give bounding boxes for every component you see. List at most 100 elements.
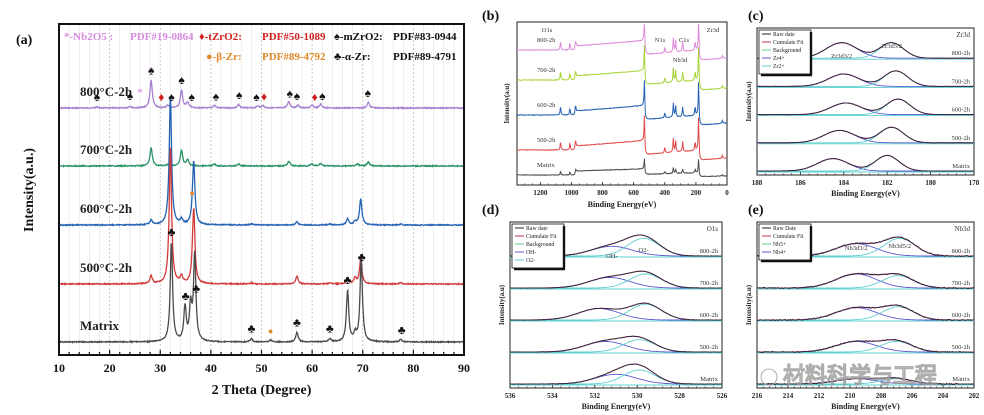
series-label: 800-2h (952, 50, 971, 57)
x-tick-label: 400 (660, 189, 671, 197)
y-axis-label: Intensity(a.u) (745, 284, 753, 325)
phase-marker: ● (268, 326, 273, 336)
corner-label: Zr3d (956, 31, 970, 39)
raw-curve (509, 270, 723, 289)
series-label: 600°C-2h (80, 201, 133, 216)
legend-pdf: PDF#19-0864 (130, 31, 194, 43)
panel-e: 800-2h 700-2h 600-2h 500-2h Matrix Raw Date Cu… (745, 221, 980, 411)
peak-annotation: Zr3d3/2 (831, 53, 852, 60)
x-tick-label: 70 (357, 361, 369, 375)
series-line (58, 96, 465, 228)
legend-label: Cumulate Fit (773, 234, 804, 240)
legend-label: Raw date (526, 226, 548, 232)
series-label: 800-2h (537, 37, 556, 44)
legend-box (758, 29, 812, 75)
phase-marker: ♠ (94, 90, 101, 104)
legend-label: ♠-mZrO2: (334, 31, 383, 43)
legend-label: Cumulate Fit (526, 234, 557, 240)
phase-marker: * (137, 85, 143, 99)
raw-curve (756, 154, 974, 172)
series-label: 700°C-2h (80, 142, 133, 157)
legend: *-Nb2O5 : PDF#19-0864 ♦-tZrO2: PDF#50-1089 ♠… (64, 31, 457, 63)
series-line (58, 147, 465, 168)
legend-pdf: PDF#83-0944 (393, 31, 457, 43)
x-tick-label: 178 (969, 179, 980, 187)
series-label: 500-2h (537, 137, 556, 144)
legend-label: OH- (526, 250, 536, 256)
peak-annotation: C1s (679, 37, 690, 44)
panel-d: 800-2h 700-2h 600-2h 500-2h Matrix Raw date Cu… (498, 221, 728, 411)
legend-label: *-Nb2O5 : (64, 31, 113, 43)
peak-annotation: Zr3d5/2 (881, 43, 902, 50)
legend-label: Cumulate Fit (773, 40, 804, 46)
phase-marker: ♣ (192, 282, 200, 296)
x-tick-label: 530 (632, 392, 643, 400)
series-line (516, 158, 728, 178)
phase-marker: ♠ (253, 90, 260, 104)
phase-marker: ♠ (319, 89, 326, 103)
series-line (516, 115, 728, 161)
phase-marker: ♠ (127, 89, 134, 103)
phase-marker: ♠ (294, 89, 301, 103)
x-tick-label: 50 (256, 361, 268, 375)
peak-annotation: O2- (639, 247, 649, 254)
legend-label: Raw date (773, 32, 795, 38)
raw-curve (509, 335, 723, 353)
series-label: 700-2h (952, 78, 971, 85)
x-tick-label: 204 (938, 392, 949, 400)
x-tick-label: 200 (691, 189, 702, 197)
series-line (517, 23, 728, 61)
peak-annotation: Nb3d (673, 57, 688, 64)
legend: Raw Date Cumulate Fit Nb5+ Nb4+ (758, 223, 813, 263)
x-axis-label: Binding Energy(eV) (582, 402, 651, 411)
x-tick-label: 188 (752, 179, 763, 187)
x-tick-label: 528 (674, 392, 685, 400)
series-label: 800-2h (700, 248, 719, 255)
legend-label: Raw Date (773, 226, 796, 232)
peak-annotation: Nb3d3/2 (845, 245, 868, 252)
phase-marker: ♣ (293, 316, 301, 330)
x-tick-label: 30 (154, 361, 166, 375)
y-axis-label: Intensity(a.u) (503, 83, 511, 124)
x-tick-label: 180 (925, 179, 936, 187)
series-label: 800°C-2h (80, 84, 133, 99)
x-tick-label: 214 (783, 392, 794, 400)
raw-curve (509, 363, 723, 385)
watermark: 材料科学与工程 (783, 363, 937, 388)
x-tick-label: 80 (407, 361, 419, 375)
panel-label: (a) (16, 33, 33, 48)
x-tick-label: 0 (725, 189, 729, 197)
legend-label: Background (526, 242, 554, 248)
phase-marker: ♣ (167, 225, 175, 239)
x-tick-label: 208 (876, 392, 887, 400)
series-label: 600-2h (700, 312, 719, 319)
series-label: 600-2h (952, 312, 971, 319)
phase-marker: ♣ (247, 322, 255, 336)
peak-annotation: Nb3d5/2 (888, 243, 911, 250)
phase-marker: ● (189, 188, 194, 198)
x-tick-label: 1000 (564, 189, 579, 197)
legend-label: Nb4+ (773, 250, 786, 256)
panel-a: 800°C-2h 700°C-2h 600°C-2h 500°C-2h Matrix 10… (22, 23, 470, 398)
x-tick-label: 10 (53, 361, 65, 375)
raw-curve (509, 302, 723, 321)
x-tick-label: 20 (104, 361, 116, 375)
phase-marker: ♠ (365, 86, 372, 100)
x-tick-label: 60 (306, 361, 318, 375)
legend-pdf: PDF#50-1089 (262, 31, 326, 43)
series-label: 600-2h (952, 107, 971, 114)
y-axis-label: Intensity(a.u.) (22, 148, 37, 232)
x-axis-label: Binding Energy(eV) (831, 402, 900, 411)
panel-label: (c) (748, 9, 764, 24)
phase-marker: ♠ (236, 88, 243, 102)
x-tick-label: 1200 (533, 189, 548, 197)
phase-marker: ♠ (178, 73, 185, 87)
y-axis-label: Intensity(a.u) (745, 81, 753, 122)
x-axis-label: 2 Theta (Degree) (212, 383, 312, 398)
x-tick-label: 800 (597, 189, 608, 197)
x-tick-label: 212 (814, 392, 825, 400)
series-label: 500-2h (952, 344, 971, 351)
legend-label: ♦-tZrO2: (199, 31, 242, 43)
phase-marker: ♣ (326, 321, 334, 335)
